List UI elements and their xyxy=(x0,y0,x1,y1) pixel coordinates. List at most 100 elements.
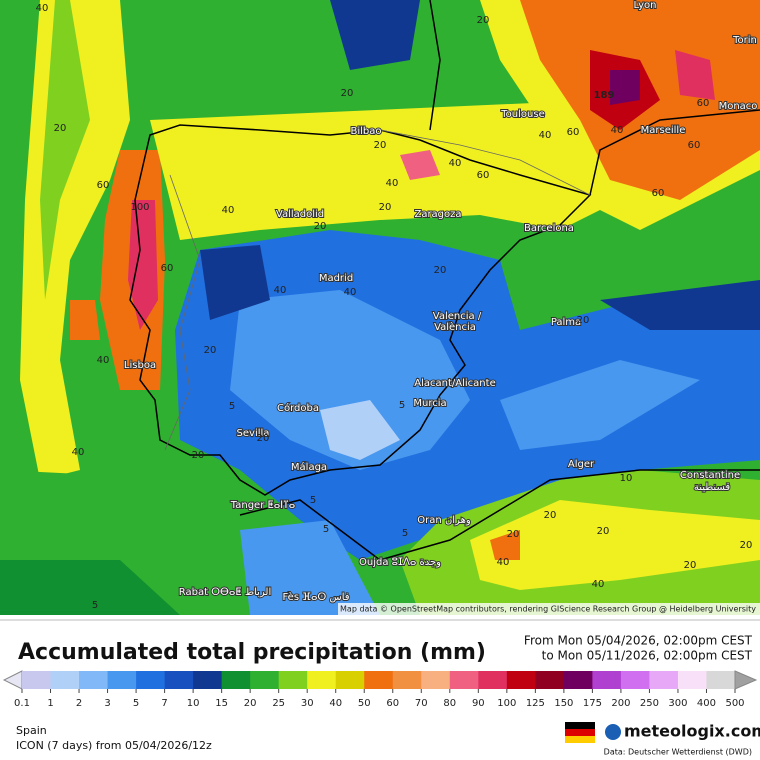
contour-label: 40 xyxy=(539,130,552,141)
contour-label: 40 xyxy=(274,285,287,296)
legend-arrow xyxy=(2,670,23,690)
legend-label: 1 xyxy=(47,698,53,709)
legend-label: 25 xyxy=(272,698,285,709)
attribution: Map data © OpenStreetMap contributors, r… xyxy=(340,605,756,614)
contour-label: 20 xyxy=(597,526,610,537)
city-label: Palma xyxy=(551,317,581,328)
legend-label: 20 xyxy=(244,698,257,709)
legend-label: 200 xyxy=(611,698,630,709)
city-label: Rabat ⵔⴱⴰⵟ الرباط xyxy=(179,587,271,598)
legend-label: 400 xyxy=(697,698,716,709)
legend-swatch xyxy=(278,671,308,689)
legend-swatch xyxy=(535,671,565,689)
contour-label: 20 xyxy=(314,221,327,232)
contour-label: 20 xyxy=(257,433,270,444)
contour-label: 60 xyxy=(688,140,701,151)
contour-label: 20 xyxy=(577,315,590,326)
contour-label: 20 xyxy=(379,202,392,213)
contour-label: 20 xyxy=(204,345,217,356)
legend-swatch xyxy=(506,671,536,689)
contour-label: 20 xyxy=(544,510,557,521)
legend-swatch xyxy=(221,671,251,689)
region: Spain xyxy=(16,724,47,737)
contour-label: 5 xyxy=(323,524,329,535)
legend-swatch xyxy=(706,671,736,689)
city-label: Valencia / xyxy=(433,311,482,322)
city-label: Valladolid xyxy=(276,209,324,220)
city-label: Murcia xyxy=(413,398,446,409)
contour-label: 5 xyxy=(92,600,98,611)
city-label: Constantine xyxy=(680,470,740,481)
contour-label: 40 xyxy=(222,205,235,216)
legend-label: 175 xyxy=(583,698,602,709)
contour-label: 60 xyxy=(567,127,580,138)
contour-label: 60 xyxy=(652,188,665,199)
date-from: From Mon 05/04/2026, 02:00pm CEST xyxy=(524,634,753,648)
legend-label: 5 xyxy=(133,698,139,709)
legend-swatch xyxy=(107,671,137,689)
contour-label: 40 xyxy=(497,557,510,568)
legend-swatch xyxy=(193,671,223,689)
legend-swatch xyxy=(649,671,679,689)
legend-swatch xyxy=(392,671,422,689)
contour-label: 40 xyxy=(97,355,110,366)
contour-label: 20 xyxy=(507,529,520,540)
city-label: Córdoba xyxy=(277,402,319,414)
source: Data: Deutscher Wetterdienst (DWD) xyxy=(604,748,752,757)
legend-label: 80 xyxy=(443,698,456,709)
city-label: Toulouse xyxy=(500,109,544,120)
legend-swatch xyxy=(164,671,194,689)
logo xyxy=(605,724,621,740)
legend-swatch xyxy=(250,671,280,689)
legend-label: 2 xyxy=(76,698,82,709)
legend-swatch xyxy=(307,671,337,689)
contour-label: 40 xyxy=(386,178,399,189)
contour-label: 40 xyxy=(72,447,85,458)
city-label: Madrid xyxy=(319,273,353,284)
city-label: Zaragoza xyxy=(414,209,461,220)
contour-label: 100 xyxy=(130,202,149,213)
legend-label: 3 xyxy=(104,698,110,709)
legend-label: 300 xyxy=(668,698,687,709)
contour-label: 20 xyxy=(374,140,387,151)
city-label: Lisboa xyxy=(124,360,156,371)
city-label: Málaga xyxy=(291,461,327,473)
legend-label: 60 xyxy=(386,698,399,709)
legend-label: 150 xyxy=(554,698,573,709)
legend-swatch xyxy=(677,671,707,689)
legend-swatch xyxy=(79,671,109,689)
legend-swatch xyxy=(449,671,479,689)
legend-swatch xyxy=(364,671,394,689)
contour-label: 40 xyxy=(344,287,357,298)
contour-label: 20 xyxy=(740,540,753,551)
title: Accumulated total precipitation (mm) xyxy=(18,640,486,665)
contour-label: 40 xyxy=(611,125,624,136)
legend-swatch xyxy=(592,671,622,689)
city-label: Barcelona xyxy=(524,223,574,234)
legend-swatch xyxy=(563,671,593,689)
contour-label: 40 xyxy=(449,158,462,169)
contour-label: 20 xyxy=(684,560,697,571)
legend-swatch xyxy=(335,671,365,689)
contour-label: 5 xyxy=(399,400,405,411)
contour-label: 20 xyxy=(434,265,447,276)
contour-label: 5 xyxy=(402,528,408,539)
contour-label: 60 xyxy=(161,263,174,274)
city-label: Bilbao xyxy=(350,126,381,137)
model: ICON (7 days) from 05/04/2026/12z xyxy=(16,739,212,752)
legend-label: 90 xyxy=(472,698,485,709)
city-label: Tanger ⵟⴰⵏⴶⴰ xyxy=(230,500,295,511)
contour-label: 40 xyxy=(592,579,605,590)
legend-label: 70 xyxy=(415,698,428,709)
legend-swatch xyxy=(421,671,451,689)
city-label: Monaco xyxy=(719,101,758,112)
contour-label: 5 xyxy=(310,495,316,506)
legend-label: 0.1 xyxy=(14,698,30,709)
contour-label: 60 xyxy=(697,98,710,109)
coastlines xyxy=(129,0,760,561)
city-label: Lyon xyxy=(633,0,656,11)
city-label: Marseille xyxy=(641,125,686,136)
brand[interactable]: meteologix.com xyxy=(624,722,760,741)
